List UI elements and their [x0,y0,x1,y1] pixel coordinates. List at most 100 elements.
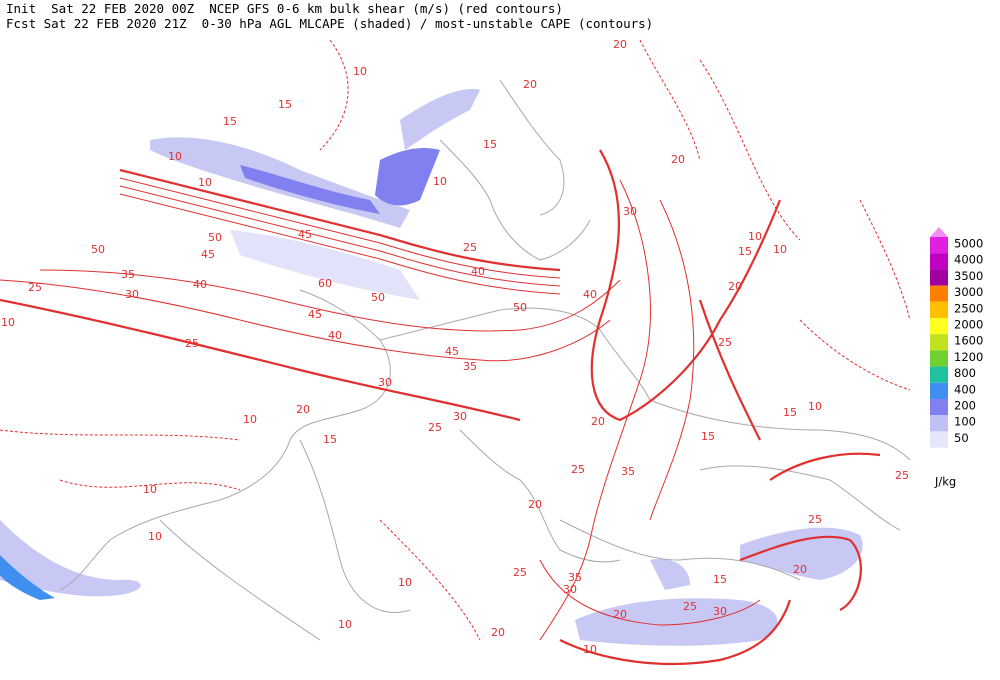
contour-label: 25 [683,600,697,613]
legend-label: 400 [954,382,976,396]
legend-label: 4000 [954,253,983,267]
contour-label: 60 [318,277,332,290]
contour-label: 30 [125,288,139,301]
contour-label: 20 [671,153,685,166]
legend-unit: J/kg [934,475,956,489]
contour-label: 20 [728,280,742,293]
contour-label: 10 [143,483,157,496]
header-line: Fcst Sat 22 FEB 2020 21Z 0-30 hPa AGL ML… [6,16,654,31]
legend-swatch [930,285,948,302]
contour-label: 15 [713,573,727,586]
legend-over-arrow [930,227,948,237]
legend-label: 2500 [954,301,983,315]
shear-contours [0,39,911,665]
legend-swatch [930,334,948,351]
cape-area [575,598,778,646]
legend-label: 3500 [954,269,983,283]
legend-swatch [930,253,948,270]
contour-label: 20 [296,403,310,416]
contour-label: 20 [591,415,605,428]
legend-swatch [930,431,948,448]
contour-label: 30 [378,376,392,389]
cape-area [375,148,440,206]
contour-label: 45 [308,308,322,321]
contour-label: 50 [371,291,385,304]
legend-label: 100 [954,415,976,429]
contour-label: 15 [323,433,337,446]
contour-label: 40 [583,288,597,301]
contour-label: 15 [701,430,715,443]
legend-swatch [930,415,948,432]
legend: 5000 4000 3500 3000 2500 2000 1600 1200 800 400 20… [930,227,983,489]
cape-area [0,555,55,600]
contour-label: 25 [571,463,585,476]
contour-label: 30 [713,605,727,618]
cape-shading [0,89,863,646]
legend-label: 800 [954,366,976,380]
contour-label: 30 [453,410,467,423]
contour-label: 25 [463,241,477,254]
contour-label: 10 [433,175,447,188]
legend-label: 2000 [954,318,983,332]
contour-label: 15 [483,138,497,151]
cape-area [0,520,141,597]
contour-label: 45 [445,345,459,358]
contour-label: 10 [748,230,762,243]
contour-label: 35 [568,571,582,584]
contour-label: 10 [1,316,15,329]
legend-label: 50 [954,431,969,445]
legend-swatch [930,318,948,335]
contour-label: 10 [148,530,162,543]
header-line: Init Sat 22 FEB 2020 00Z NCEP GFS 0-6 km… [6,1,563,16]
contour-label: 10 [773,243,787,256]
contour-label: 45 [298,228,312,241]
contour-label: 30 [623,205,637,218]
contour-label: 15 [278,98,292,111]
contour-label: 30 [563,583,577,596]
legend-swatch [930,237,948,254]
legend-swatch [930,269,948,286]
legend-label: 200 [954,399,976,413]
contour-label: 15 [783,406,797,419]
contour-label: 20 [793,563,807,576]
legend-label: 1600 [954,334,983,348]
contour-label: 25 [895,469,909,482]
contour-label: 25 [185,337,199,350]
legend-swatch [930,366,948,383]
contour-label: 35 [463,360,477,373]
cape-area [740,527,863,580]
contour-label: 25 [808,513,822,526]
contour-label: 10 [398,576,412,589]
legend-swatch [930,301,948,318]
contour-label: 10 [198,176,212,189]
coastlines [59,79,911,641]
contour-label: 10 [338,618,352,631]
contour-label: 10 [168,150,182,163]
legend-swatch [930,399,948,416]
contour-label: 35 [621,465,635,478]
contour-label: 10 [353,65,367,78]
cape-area [650,558,690,590]
cape-area [400,89,480,150]
contour-label: 20 [491,626,505,639]
contour-label: 25 [28,281,42,294]
contour-label: 40 [328,329,342,342]
contour-label: 50 [91,243,105,256]
cape-area [240,165,380,214]
contour-label: 35 [121,268,135,281]
contour-label: 50 [208,231,222,244]
legend-label: 1200 [954,350,983,364]
cape-area [230,230,420,300]
contour-label: 45 [201,248,215,261]
legend-swatch [930,382,948,399]
contour-label: 10 [243,413,257,426]
contour-label: 20 [528,498,542,511]
contour-label: 20 [523,78,537,91]
contour-label: 15 [738,245,752,258]
contour-label: 50 [513,301,527,314]
legend-swatch [930,350,948,367]
contour-label: 25 [718,336,732,349]
